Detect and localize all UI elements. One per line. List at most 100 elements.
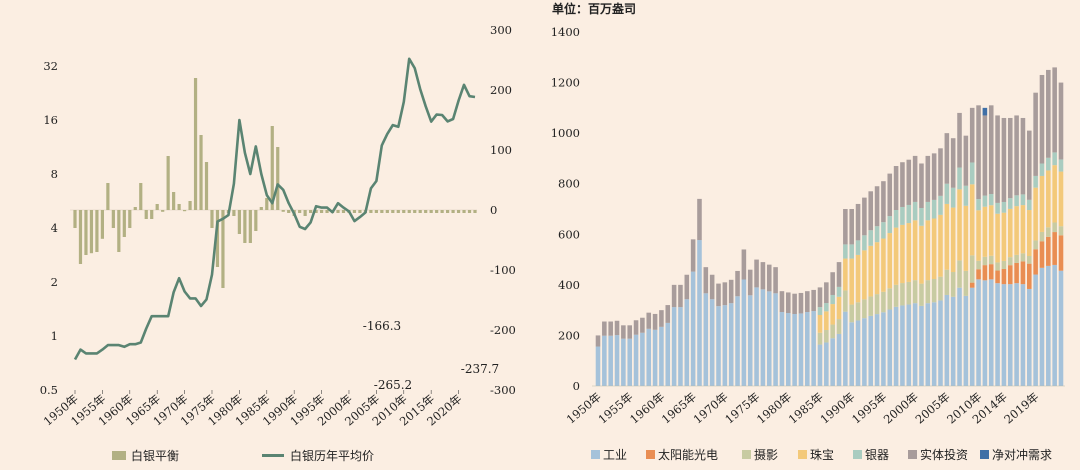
- demand-bar-investment: [716, 283, 721, 307]
- demand-bar-jewelry: [1052, 165, 1057, 223]
- demand-bar-jewelry: [893, 227, 899, 285]
- demand-bar-jewelry: [1020, 205, 1026, 254]
- demand-bar-investment: [747, 269, 753, 296]
- demand-bar-jewelry: [925, 220, 931, 281]
- demand-bar-investment: [1052, 67, 1057, 153]
- balance-bar: [341, 210, 346, 213]
- balance-bar: [314, 210, 318, 213]
- x-axis-tick: 1970年: [691, 390, 731, 427]
- balance-bar: [336, 210, 340, 213]
- balance-bar: [133, 207, 137, 210]
- demand-bar-investment: [969, 107, 975, 163]
- demand-bar-photo: [976, 260, 981, 270]
- legend-swatch: [853, 450, 862, 459]
- demand-bar-jewelry: [906, 223, 912, 282]
- demand-bar-industry: [773, 293, 778, 386]
- price-line: [73, 57, 476, 361]
- demand-bar-industry: [798, 313, 804, 386]
- demand-bar-industry: [1046, 265, 1051, 386]
- demand-bar-jewelry: [995, 213, 1000, 263]
- demand-bar-industry: [912, 303, 918, 386]
- legend-swatch: [980, 450, 989, 459]
- demand-bar-investment: [659, 310, 664, 327]
- demand-bar-industry: [722, 305, 728, 386]
- balance-bar: [106, 183, 110, 210]
- demand-bar-photo: [900, 283, 905, 306]
- balance-bar: [435, 210, 439, 213]
- demand-bar-investment: [614, 320, 620, 336]
- demand-bar-investment: [595, 335, 601, 347]
- x-axis-tick: 2000年: [881, 390, 921, 427]
- demand-bar-investment: [633, 320, 639, 335]
- demand-bar-silverware: [1039, 163, 1045, 176]
- balance-bar: [473, 210, 477, 213]
- demand-bar-silverware: [868, 230, 874, 246]
- demand-bar-investment: [697, 198, 702, 241]
- demand-bar-photo: [1001, 260, 1007, 269]
- demand-bar-investment: [1020, 117, 1026, 195]
- demand-bar-industry: [881, 312, 886, 386]
- balance-bar: [204, 162, 209, 210]
- demand-bar-silverware: [976, 199, 981, 211]
- demand-bar-industry: [766, 291, 772, 386]
- demand-bar-photo: [1052, 222, 1057, 233]
- demand-bar-solar: [1020, 261, 1026, 285]
- demand-bar-investment: [722, 282, 728, 306]
- left-axis-tick: 8: [51, 167, 58, 181]
- demand-bar-silverware: [1033, 175, 1038, 188]
- demand-bar-silverware: [830, 294, 835, 305]
- balance-bar: [155, 204, 159, 210]
- legend-label: 珠宝: [810, 448, 834, 462]
- demand-bar-silverware: [938, 195, 943, 215]
- balance-bar: [281, 210, 285, 212]
- y-axis-tick: 0: [573, 379, 580, 393]
- demand-bar-investment: [1033, 92, 1038, 176]
- balance-bar: [396, 210, 400, 213]
- x-axis-tick: 1985年: [786, 390, 826, 427]
- right-axis-tick: 100: [490, 143, 512, 157]
- balance-bar: [199, 135, 203, 210]
- demand-bar-investment: [754, 259, 759, 288]
- demand-bar-industry: [741, 279, 747, 386]
- demand-bar-investment: [938, 148, 943, 196]
- demand-bar-industry: [728, 303, 734, 386]
- demand-bar-photo: [836, 319, 842, 334]
- demand-bar-photo: [1027, 256, 1032, 264]
- demand-bar-silverware: [906, 204, 912, 224]
- demand-bar-jewelry: [982, 206, 988, 257]
- demand-bar-industry: [906, 304, 912, 386]
- demand-bar-silverware: [1014, 195, 1019, 207]
- demand-bar-investment: [779, 291, 785, 313]
- demand-bar-silverware: [887, 216, 893, 234]
- demand-bar-jewelry: [912, 220, 918, 281]
- demand-bar-photo: [868, 296, 874, 316]
- balance-bar: [172, 192, 176, 210]
- demand-bar-jewelry: [1027, 210, 1032, 257]
- demand-bar-photo: [1039, 231, 1045, 242]
- demand-bar-photo: [874, 294, 880, 315]
- demand-bar-silverware: [919, 207, 924, 226]
- demand-bar-industry: [988, 279, 994, 386]
- demand-bar-investment: [982, 115, 988, 196]
- demand-bar-industry: [760, 289, 766, 386]
- demand-bar-industry: [925, 303, 931, 386]
- demand-bar-industry: [1058, 270, 1064, 386]
- demand-bar-industry: [716, 306, 721, 386]
- demand-bar-jewelry: [1058, 171, 1064, 227]
- demand-bar-jewelry: [963, 205, 969, 271]
- demand-bar-industry: [1039, 267, 1045, 386]
- demand-bar-photo: [944, 269, 950, 295]
- balance-bar: [298, 210, 302, 213]
- demand-bar-silverware: [995, 202, 1000, 214]
- demand-bar-investment: [798, 292, 804, 314]
- demand-bar-silverware: [874, 226, 880, 243]
- demand-bar-silverware: [963, 185, 969, 206]
- demand-bar-industry: [976, 279, 981, 386]
- demand-bar-investment: [976, 105, 981, 200]
- demand-bar-jewelry: [817, 314, 823, 333]
- balance-bar: [446, 210, 450, 213]
- legend-swatch: [742, 450, 751, 459]
- silver-demand-chart: 0 200 400 600 800 1000 1200 1400 单位：百万盎司 1950年195…: [551, 1, 1065, 462]
- demand-bar-silverware: [1020, 194, 1026, 206]
- demand-bar-silverware: [957, 167, 962, 190]
